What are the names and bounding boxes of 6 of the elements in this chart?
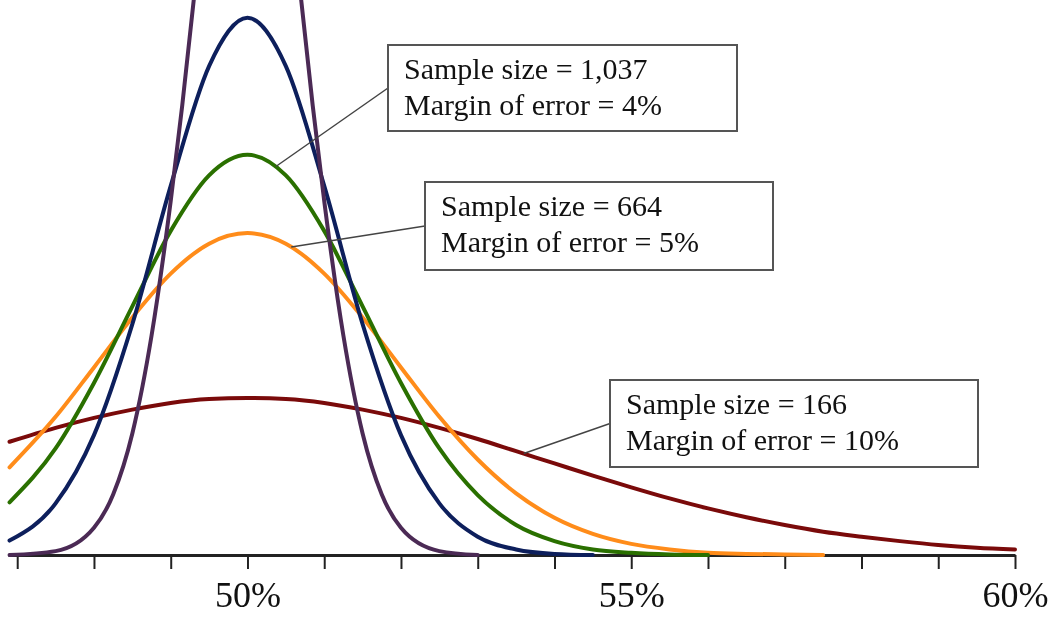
x-tick-label: 60% xyxy=(982,574,1049,615)
x-tick-label: 55% xyxy=(598,574,665,615)
x-tick-label: 50% xyxy=(214,574,281,615)
annotation: Sample size = 1,037 Margin of error = 4% xyxy=(404,52,662,121)
annotation: Sample size = 166 Margin of error = 10% xyxy=(626,387,899,456)
annotation: Sample size = 664 Margin of error = 5% xyxy=(441,189,699,258)
